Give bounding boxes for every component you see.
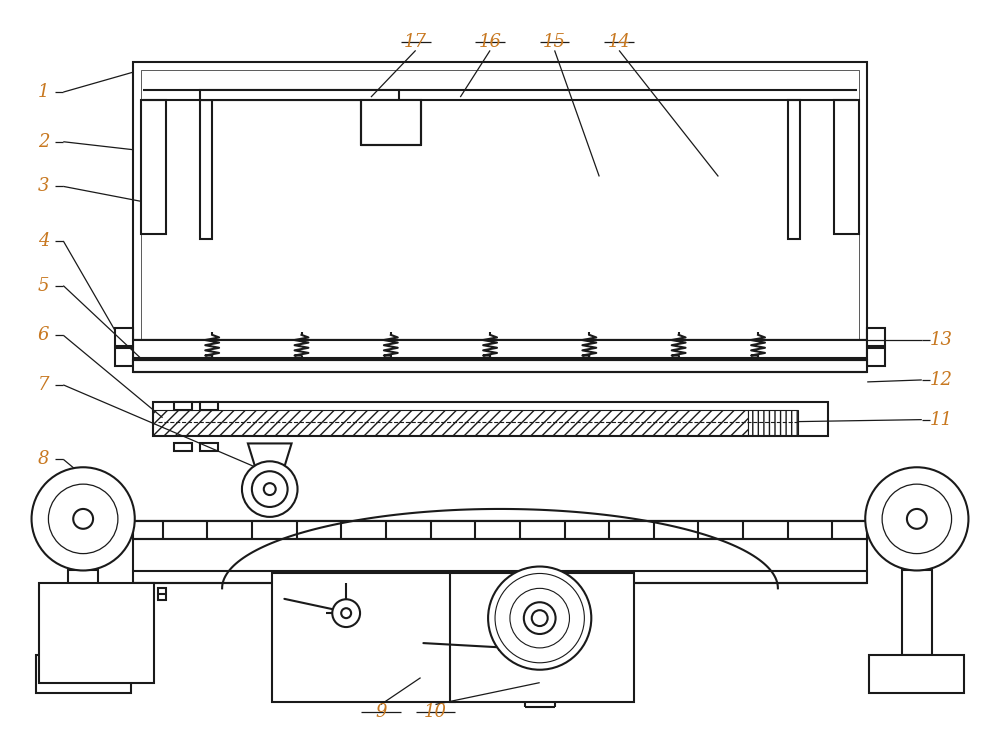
Circle shape	[264, 483, 276, 495]
Bar	[200, 443, 218, 451]
Circle shape	[907, 509, 927, 529]
Bar	[200, 100, 212, 239]
Bar	[450, 574, 634, 702]
Bar	[158, 588, 166, 600]
Bar	[141, 70, 859, 340]
Bar	[834, 100, 859, 234]
Text: 5: 5	[38, 277, 49, 295]
Bar	[867, 329, 885, 346]
Circle shape	[532, 610, 548, 626]
Bar	[174, 402, 192, 410]
Bar	[133, 360, 867, 372]
Bar	[867, 348, 885, 366]
Bar	[153, 410, 748, 434]
Bar	[153, 402, 828, 436]
Circle shape	[32, 467, 135, 571]
Text: 2: 2	[38, 132, 49, 151]
Bar	[133, 521, 867, 539]
Bar	[115, 329, 133, 346]
Bar	[788, 100, 800, 239]
Text: 12: 12	[930, 371, 953, 389]
Bar	[133, 340, 867, 358]
Circle shape	[242, 461, 298, 517]
Text: 11: 11	[930, 411, 953, 428]
Bar	[133, 62, 867, 340]
Bar	[361, 100, 421, 145]
Text: 16: 16	[479, 33, 502, 52]
Circle shape	[865, 467, 968, 571]
Bar	[174, 443, 192, 451]
Text: 17: 17	[404, 33, 427, 52]
Bar	[68, 571, 98, 655]
Text: 7: 7	[38, 376, 49, 394]
Bar	[115, 348, 133, 366]
Bar	[200, 402, 218, 410]
Text: 15: 15	[543, 33, 566, 52]
Bar	[902, 571, 932, 655]
Polygon shape	[248, 443, 292, 469]
Text: 1: 1	[38, 83, 49, 101]
Text: 9: 9	[375, 704, 387, 722]
Text: 6: 6	[38, 326, 49, 344]
Bar	[748, 410, 798, 434]
Bar	[272, 574, 455, 702]
Bar	[200, 90, 399, 100]
Text: 14: 14	[608, 33, 631, 52]
Circle shape	[332, 599, 360, 627]
Circle shape	[73, 509, 93, 529]
Text: 4: 4	[38, 232, 49, 250]
Bar	[141, 100, 166, 234]
Bar	[869, 655, 964, 693]
Bar	[39, 583, 154, 682]
Bar	[133, 521, 867, 583]
Bar	[36, 655, 131, 693]
Text: 10: 10	[424, 704, 447, 722]
Text: 13: 13	[930, 332, 953, 349]
Text: 8: 8	[38, 451, 49, 468]
Circle shape	[488, 567, 591, 670]
Text: 3: 3	[38, 178, 49, 195]
